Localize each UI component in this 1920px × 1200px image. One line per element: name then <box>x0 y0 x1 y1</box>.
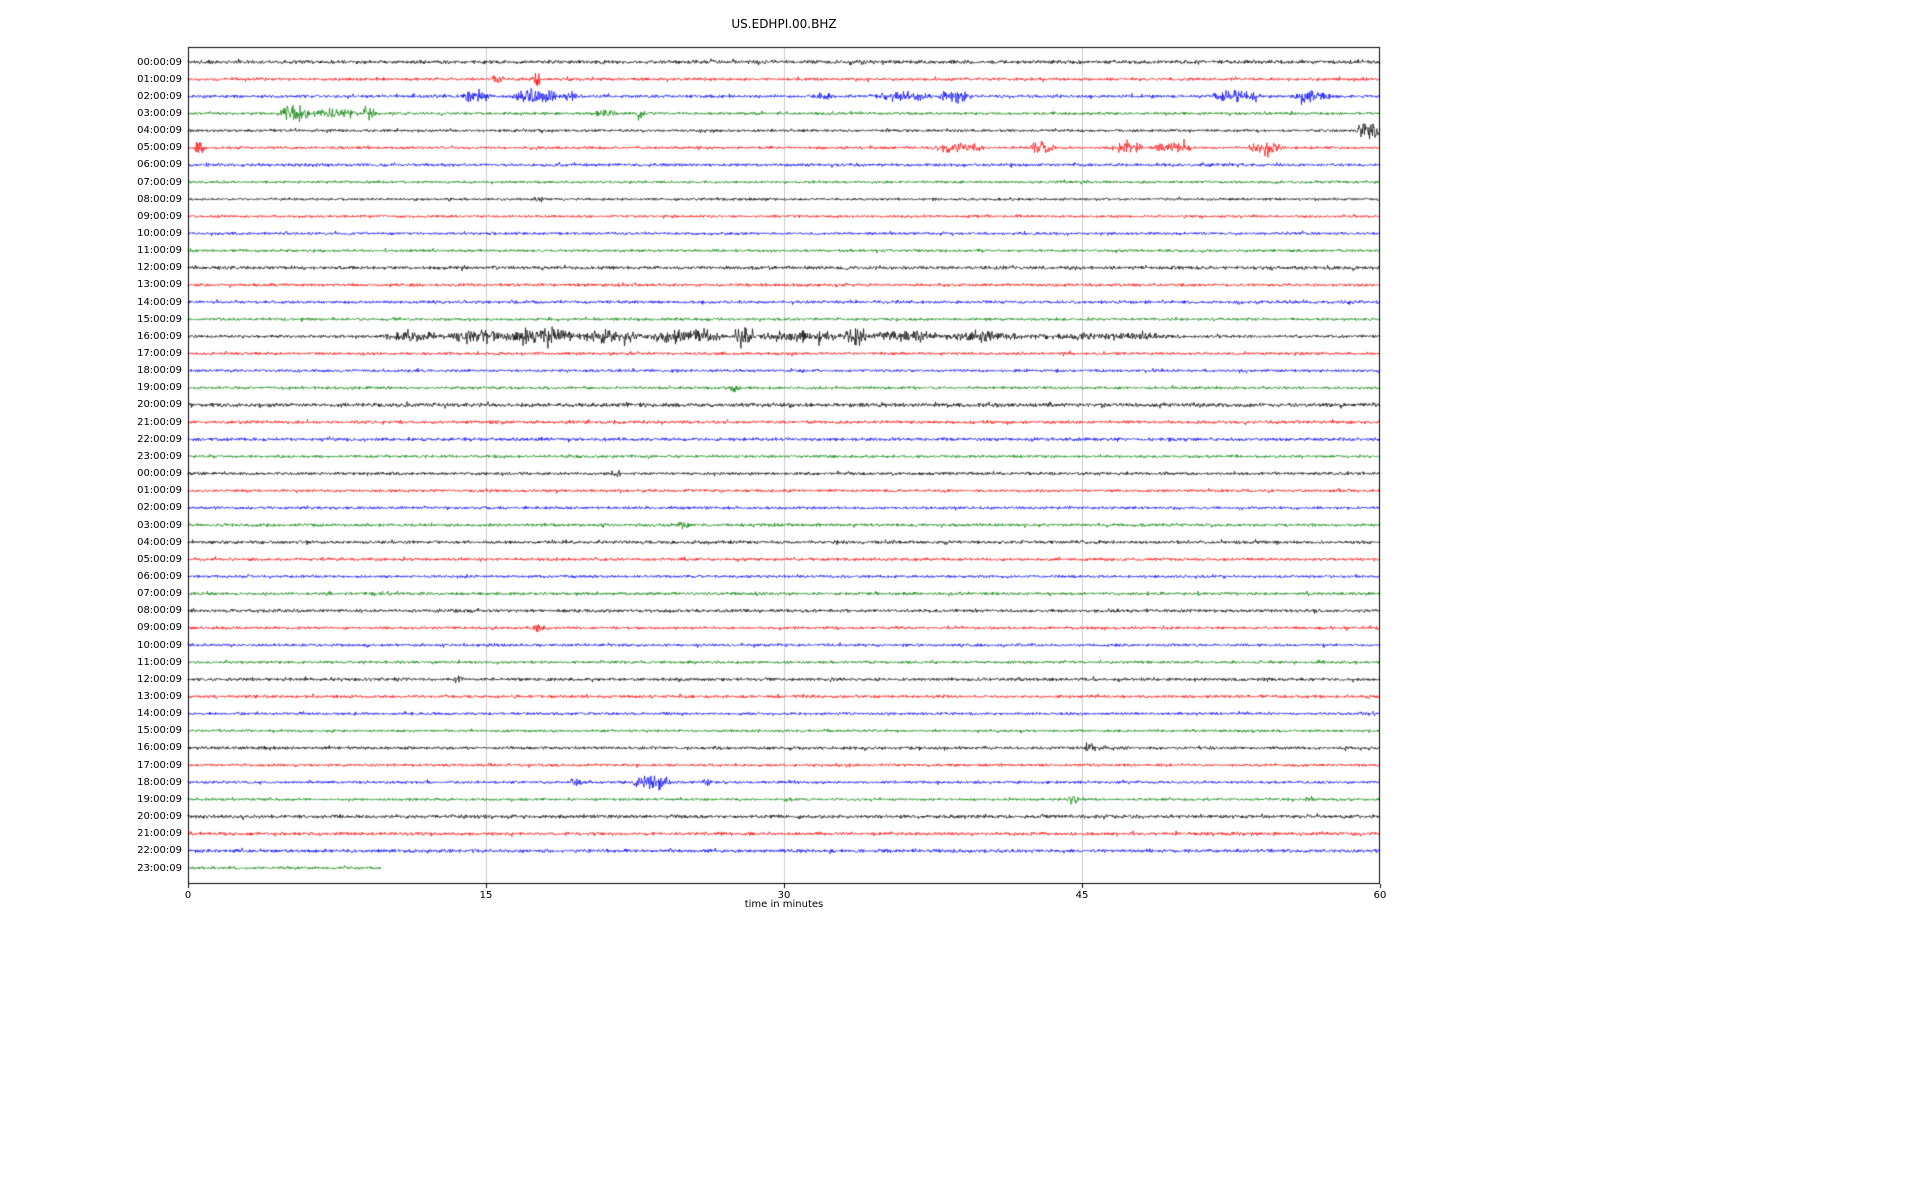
row-label: 02:00:09 <box>137 90 182 102</box>
row-label: 08:00:09 <box>137 605 182 617</box>
row-label: 15:00:09 <box>137 725 182 737</box>
row-label: 18:00:09 <box>137 776 182 788</box>
row-label: 14:00:09 <box>137 296 182 308</box>
row-label: 21:00:09 <box>137 416 182 428</box>
row-label: 09:00:09 <box>137 210 182 222</box>
row-label: 02:00:09 <box>137 502 182 514</box>
row-label: 07:00:09 <box>137 588 182 600</box>
x-tick-label: 60 <box>1373 890 1387 901</box>
x-tick-label: 30 <box>777 890 791 901</box>
row-label: 14:00:09 <box>137 708 182 720</box>
row-label: 17:00:09 <box>137 759 182 771</box>
row-label: 03:00:09 <box>137 519 182 531</box>
row-label: 19:00:09 <box>137 793 182 805</box>
row-label: 13:00:09 <box>137 279 182 291</box>
row-label: 21:00:09 <box>137 828 182 840</box>
row-label: 04:00:09 <box>137 536 182 548</box>
row-label: 06:00:09 <box>137 570 182 582</box>
row-label: 17:00:09 <box>137 348 182 360</box>
row-label: 01:00:09 <box>137 485 182 497</box>
plot-title: US.EDHPI.00.BHZ <box>731 17 837 31</box>
row-label: 08:00:09 <box>137 193 182 205</box>
row-label: 05:00:09 <box>137 142 182 154</box>
row-label: 22:00:09 <box>137 433 182 445</box>
row-label: 11:00:09 <box>137 245 182 257</box>
row-label: 18:00:09 <box>137 365 182 377</box>
row-label: 13:00:09 <box>137 691 182 702</box>
row-label: 06:00:09 <box>137 159 182 171</box>
row-label: 16:00:09 <box>137 330 182 342</box>
x-axis-label: time in minutes <box>744 899 824 910</box>
row-label: 05:00:09 <box>137 553 182 565</box>
row-label: 03:00:09 <box>137 107 182 119</box>
row-label: 09:00:09 <box>137 622 182 634</box>
row-label: 23:00:09 <box>137 862 182 874</box>
row-label: 20:00:09 <box>137 811 182 823</box>
row-label: 11:00:09 <box>137 656 182 668</box>
row-label: 15:00:09 <box>137 313 182 325</box>
x-tick-label: 15 <box>479 890 493 901</box>
row-label: 10:00:09 <box>137 227 182 239</box>
row-label: 23:00:09 <box>137 450 182 462</box>
row-label: 12:00:09 <box>137 262 182 274</box>
x-tick-label: 45 <box>1075 890 1089 901</box>
row-label: 22:00:09 <box>137 845 182 857</box>
row-label: 10:00:09 <box>137 639 182 651</box>
row-label: 07:00:09 <box>137 176 182 188</box>
row-label: 12:00:09 <box>137 673 182 685</box>
x-tick-label: 0 <box>184 890 192 901</box>
row-label: 00:00:09 <box>137 468 182 480</box>
row-label: 04:00:09 <box>137 125 182 137</box>
row-label: 00:00:09 <box>137 56 182 68</box>
row-label: 16:00:09 <box>137 742 182 754</box>
row-label: 20:00:09 <box>137 399 182 411</box>
row-label: 19:00:09 <box>137 382 182 394</box>
row-label: 01:00:09 <box>137 73 182 85</box>
